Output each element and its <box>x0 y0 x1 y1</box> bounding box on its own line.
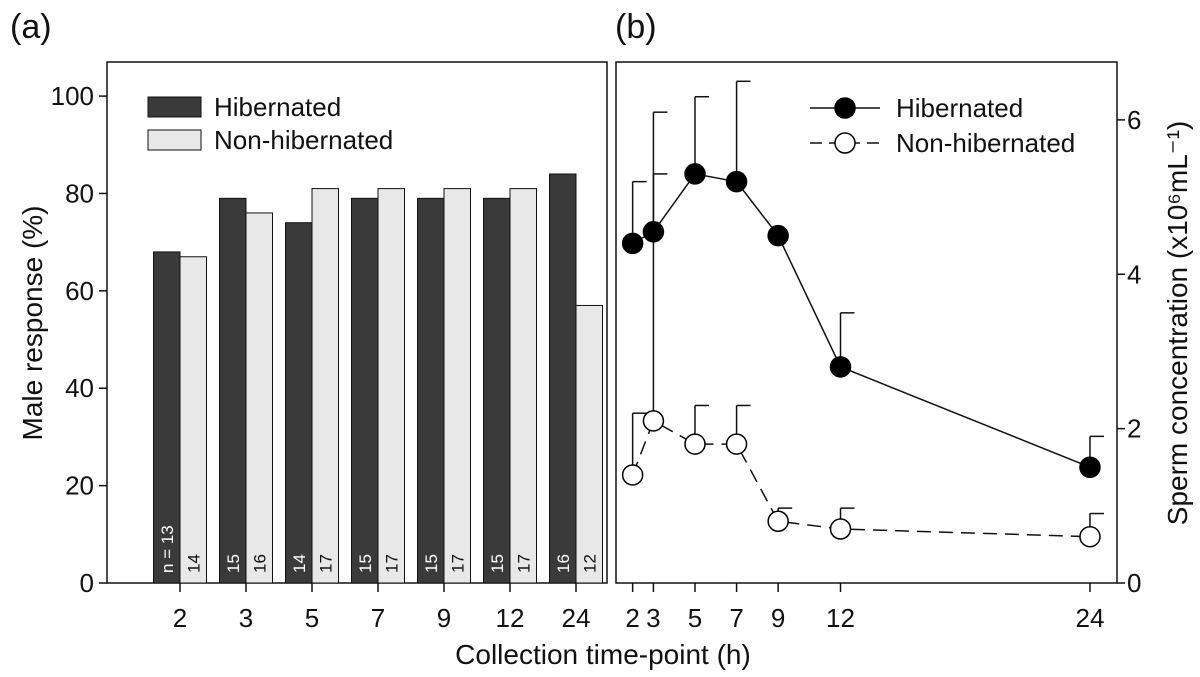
point-non-hibernated <box>767 510 789 533</box>
n-label: 15 <box>488 554 507 573</box>
bar-hibernated <box>483 197 511 584</box>
point-hibernated <box>1079 456 1101 478</box>
n-label: 16 <box>554 554 573 573</box>
legend-label-non-hibernated: Non-hibernated <box>214 125 393 155</box>
bar-non-hibernated <box>179 256 207 584</box>
bar-non-hibernated <box>443 188 471 584</box>
x-tick-label: 3 <box>239 603 253 633</box>
y-tick-label: 20 <box>65 471 94 501</box>
n-label: 15 <box>356 554 375 573</box>
point-non-hibernated <box>642 410 665 432</box>
x-tick-label: 3 <box>646 603 660 633</box>
panel-b-legend: Hibernated Non-hibernated <box>810 93 1075 158</box>
bar-non-hibernated <box>245 212 273 584</box>
x-tick-label: 7 <box>729 603 743 633</box>
bar-hibernated <box>285 222 313 584</box>
y-tick-label: 60 <box>65 276 94 306</box>
point-hibernated <box>767 224 789 247</box>
panel-b-x-ticks: 2 3 5 7 9 12 24 <box>625 583 1104 633</box>
y-tick-label: 0 <box>80 568 94 598</box>
x-tick-label: 5 <box>688 603 702 633</box>
point-hibernated <box>684 163 706 185</box>
bar-hibernated <box>153 251 181 584</box>
n-label: 12 <box>580 554 599 573</box>
n-label: 16 <box>250 554 269 573</box>
point-hibernated <box>621 232 644 255</box>
x-tick-label: 5 <box>305 603 319 633</box>
legend-marker-hibernated <box>834 97 856 119</box>
x-tick-label: 7 <box>371 603 385 633</box>
x-axis-title: Collection time-point (h) <box>455 639 751 670</box>
y-tick-label: 40 <box>65 373 94 403</box>
bar-hibernated <box>549 173 577 584</box>
line-hibernated <box>632 173 1091 468</box>
bar-non-hibernated <box>311 188 339 584</box>
n-label: 14 <box>184 554 203 573</box>
bar-hibernated <box>351 197 379 584</box>
legend-label-hibernated-b: Hibernated <box>896 93 1023 123</box>
point-non-hibernated <box>1079 525 1101 548</box>
panel-b-y-axis-title: Sperm concentration (x10⁶mL⁻¹) <box>1162 121 1193 525</box>
x-tick-label: 2 <box>173 603 187 633</box>
y-tick-label: 4 <box>1127 259 1141 289</box>
n-label: 15 <box>224 554 243 573</box>
panel-a-legend: Hibernated Non-hibernated <box>147 92 393 155</box>
point-non-hibernated <box>725 433 748 455</box>
n-label: 17 <box>448 554 467 573</box>
legend-label-hibernated: Hibernated <box>214 92 341 122</box>
x-tick-label: 12 <box>826 603 855 633</box>
point-non-hibernated <box>684 433 706 455</box>
n-label: 17 <box>382 554 401 573</box>
bar-hibernated <box>417 197 445 584</box>
n-label: 15 <box>422 554 441 573</box>
point-hibernated <box>829 356 852 378</box>
legend-marker-non-hibernated <box>834 132 856 154</box>
y-tick-label: 0 <box>1127 568 1141 598</box>
y-tick-label: 2 <box>1127 414 1141 444</box>
n-label: 14 <box>290 554 309 573</box>
point-non-hibernated <box>829 518 852 540</box>
point-non-hibernated <box>621 464 644 486</box>
panel-a-bars <box>153 173 603 584</box>
n-label: 17 <box>316 554 335 573</box>
x-tick-label: 24 <box>562 603 591 633</box>
bar-non-hibernated <box>509 188 537 584</box>
point-hibernated <box>642 221 665 243</box>
legend-swatch-non-hibernated <box>147 129 202 151</box>
panel-b-frame <box>615 61 1118 584</box>
bar-non-hibernated <box>575 304 603 584</box>
bar-non-hibernated <box>377 188 405 584</box>
x-tick-label: 9 <box>437 603 451 633</box>
panel-b-y-ticks: 0 2 4 6 <box>1117 105 1141 598</box>
panel-a-x-ticks: 2 3 5 7 9 12 24 <box>173 583 591 633</box>
y-tick-label: 6 <box>1127 105 1141 135</box>
bar-hibernated <box>219 197 247 584</box>
n-label: n = 13 <box>158 525 177 573</box>
panel-a-n-labels: n = 13 14 15 16 14 17 15 17 15 17 15 17 16 12 <box>158 525 600 573</box>
x-tick-label: 24 <box>1076 603 1105 633</box>
n-label: 17 <box>514 554 533 573</box>
panel-a-y-axis-title: Male response (%) <box>17 206 48 441</box>
legend-swatch-hibernated <box>147 96 202 118</box>
panel-a-y-ticks: 0 20 40 60 80 100 <box>51 81 107 598</box>
x-tick-label: 2 <box>625 603 639 633</box>
y-tick-label: 80 <box>65 178 94 208</box>
y-tick-label: 100 <box>51 81 94 111</box>
panel-b-label: (b) <box>615 8 657 46</box>
legend-label-non-hibernated-b: Non-hibernated <box>896 128 1075 158</box>
x-tick-label: 9 <box>771 603 785 633</box>
panel-a-label: (a) <box>10 8 52 46</box>
panel-b-series <box>621 80 1104 548</box>
x-tick-label: 12 <box>496 603 525 633</box>
panel-a: (a) 0 20 40 60 80 100 2 3 5 7 9 12 24 n = 13 14 15 16 1… <box>10 8 608 633</box>
point-hibernated <box>725 170 748 193</box>
